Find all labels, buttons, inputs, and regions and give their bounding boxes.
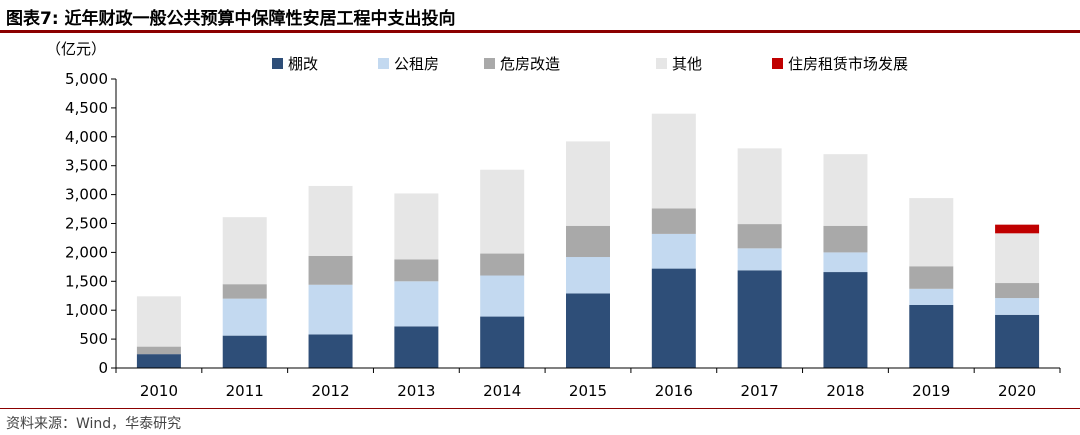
legend-label: 棚改 xyxy=(288,55,318,73)
y-tick-label: 1,000 xyxy=(65,301,108,319)
x-tick-label: 2013 xyxy=(397,382,435,400)
bar-segment xyxy=(308,284,353,335)
bar-segment xyxy=(651,233,696,269)
x-tick-label: 2011 xyxy=(226,382,264,400)
bar-segment xyxy=(308,334,353,368)
bar-segment xyxy=(480,253,525,276)
bar-segment xyxy=(651,113,696,209)
y-tick-label: 2,000 xyxy=(65,243,108,261)
x-tick-label: 2014 xyxy=(483,382,521,400)
bar-segment xyxy=(394,326,439,368)
bar-segment xyxy=(480,275,525,317)
bar-segment xyxy=(995,224,1040,234)
bar-segment xyxy=(995,233,1040,284)
bar-segment xyxy=(136,296,181,347)
bar-segment xyxy=(737,224,782,249)
bar-segment xyxy=(308,185,353,256)
bar-segment xyxy=(995,298,1040,315)
legend-swatch xyxy=(772,58,783,69)
stacked-bar-chart: （亿元） 棚改 公租房 危房改造 其他 住房租赁市场发展 0 500 1,000 1,500 2… xyxy=(46,40,1061,400)
y-tick-label: 4,000 xyxy=(65,128,108,146)
y-axis: 0 500 1,000 1,500 2,000 2,500 3,000 3,500 4,000 4… xyxy=(65,70,117,377)
bar-segment xyxy=(480,169,525,254)
source-note: 资料来源：Wind，华泰研究 xyxy=(6,416,182,432)
legend-swatch xyxy=(272,58,283,69)
y-tick-label: 3,000 xyxy=(65,186,108,204)
bar-segment xyxy=(222,335,267,368)
bar-segment xyxy=(651,268,696,368)
bar-segment xyxy=(995,283,1040,299)
footer-rule xyxy=(0,408,1080,409)
x-tick-label: 2017 xyxy=(741,382,779,400)
bar-segment xyxy=(737,248,782,271)
bar-segment xyxy=(823,252,868,273)
y-tick-label: 1,500 xyxy=(65,272,108,290)
y-tick-label: 3,500 xyxy=(65,157,108,175)
bar-segment xyxy=(394,193,439,260)
bar-segment xyxy=(566,293,610,368)
legend-label: 危房改造 xyxy=(500,55,560,73)
legend: 棚改 公租房 危房改造 其他 住房租赁市场发展 xyxy=(272,55,908,73)
bar-segment xyxy=(308,255,353,285)
bar-segment xyxy=(737,270,782,368)
bar-segment xyxy=(823,225,868,253)
x-tick-label: 2012 xyxy=(311,382,349,400)
bar-segment xyxy=(909,198,954,267)
bar-segment xyxy=(394,259,439,282)
x-tick-label: 2019 xyxy=(912,382,950,400)
x-tick-label: 2010 xyxy=(140,382,178,400)
bar-segment xyxy=(823,272,868,368)
x-tick-label: 2015 xyxy=(569,382,607,400)
y-tick-label: 2,500 xyxy=(65,215,108,233)
chart-title: 图表7: 近年财政一般公共预算中保障性安居工程中支出投向 xyxy=(6,9,456,29)
bar-segment xyxy=(651,208,696,234)
x-axis: 2010 2011 2012 2013 2014 2015 2016 2017 2018 2019… xyxy=(115,367,1061,400)
bar-segment xyxy=(222,298,267,336)
bar-segment xyxy=(566,257,610,294)
legend-label: 住房租赁市场发展 xyxy=(788,55,908,73)
bar-segment xyxy=(222,217,267,285)
bar-segment xyxy=(995,314,1040,368)
bar-segment xyxy=(737,148,782,225)
legend-swatch xyxy=(378,58,389,69)
title-rule xyxy=(0,30,1080,33)
bar-segment xyxy=(566,141,610,226)
y-tick-label: 500 xyxy=(79,330,108,348)
bar-segment xyxy=(136,346,181,355)
x-tick-label: 2016 xyxy=(655,382,693,400)
legend-label: 公租房 xyxy=(394,55,439,73)
y-unit-label: （亿元） xyxy=(46,40,106,58)
bar-segment xyxy=(909,266,954,289)
bar-segment xyxy=(566,225,610,258)
legend-swatch xyxy=(656,58,667,69)
bars xyxy=(136,113,1040,368)
bar-segment xyxy=(909,304,954,368)
bar-segment xyxy=(222,284,267,299)
bar-segment xyxy=(394,281,439,327)
legend-swatch xyxy=(484,58,495,69)
y-tick-label: 5,000 xyxy=(65,70,108,88)
bar-segment xyxy=(136,354,181,368)
bar-segment xyxy=(909,288,954,305)
y-tick-label: 4,500 xyxy=(65,99,108,117)
x-tick-label: 2020 xyxy=(998,382,1036,400)
bar-segment xyxy=(480,316,525,368)
legend-label: 其他 xyxy=(672,55,702,73)
x-tick-label: 2018 xyxy=(826,382,864,400)
bar-segment xyxy=(823,154,868,226)
y-tick-label: 0 xyxy=(98,359,108,377)
